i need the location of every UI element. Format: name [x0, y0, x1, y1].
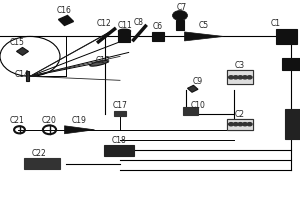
Text: C17: C17 [112, 101, 128, 110]
Bar [152, 32, 164, 41]
Circle shape [243, 123, 248, 126]
Text: C18: C18 [111, 136, 126, 145]
Bar [282, 58, 300, 70]
Text: C21: C21 [9, 116, 24, 125]
Text: C22: C22 [32, 149, 46, 158]
Circle shape [233, 123, 238, 126]
Polygon shape [58, 15, 74, 25]
Text: C19: C19 [72, 116, 87, 125]
Text: C20: C20 [42, 116, 57, 125]
Text: C16: C16 [57, 6, 72, 15]
Polygon shape [64, 126, 94, 134]
Bar [118, 31, 130, 42]
Circle shape [233, 76, 238, 79]
Text: C1: C1 [271, 19, 281, 28]
Text: C8: C8 [134, 18, 144, 27]
Circle shape [238, 123, 243, 126]
Polygon shape [16, 47, 28, 55]
Text: C2: C2 [235, 110, 245, 119]
Text: C12: C12 [97, 19, 112, 28]
Bar [227, 70, 253, 84]
Text: C3: C3 [235, 61, 245, 70]
Bar [176, 20, 184, 30]
Text: C6: C6 [152, 22, 163, 31]
Bar [227, 119, 253, 130]
Text: C15: C15 [10, 38, 25, 47]
Text: C10: C10 [190, 101, 206, 110]
Bar [114, 111, 126, 116]
Text: C7: C7 [176, 3, 187, 12]
Polygon shape [26, 71, 29, 81]
Bar [276, 29, 297, 44]
Bar [183, 107, 198, 115]
Ellipse shape [90, 61, 108, 66]
Circle shape [247, 123, 252, 126]
Circle shape [172, 11, 188, 20]
Circle shape [238, 76, 243, 79]
Ellipse shape [118, 29, 130, 33]
Circle shape [229, 76, 233, 79]
Text: C9: C9 [193, 77, 203, 86]
Text: C14: C14 [15, 70, 30, 79]
Polygon shape [184, 32, 224, 41]
Bar [227, 119, 253, 130]
Text: C11: C11 [117, 21, 132, 30]
Circle shape [243, 76, 248, 79]
Bar [24, 158, 60, 169]
Bar [227, 70, 253, 84]
Bar [103, 145, 134, 156]
Text: C5: C5 [199, 21, 209, 30]
Circle shape [229, 123, 233, 126]
Text: C13: C13 [96, 56, 111, 65]
Polygon shape [188, 85, 198, 92]
Bar [285, 109, 300, 139]
Circle shape [247, 76, 252, 79]
